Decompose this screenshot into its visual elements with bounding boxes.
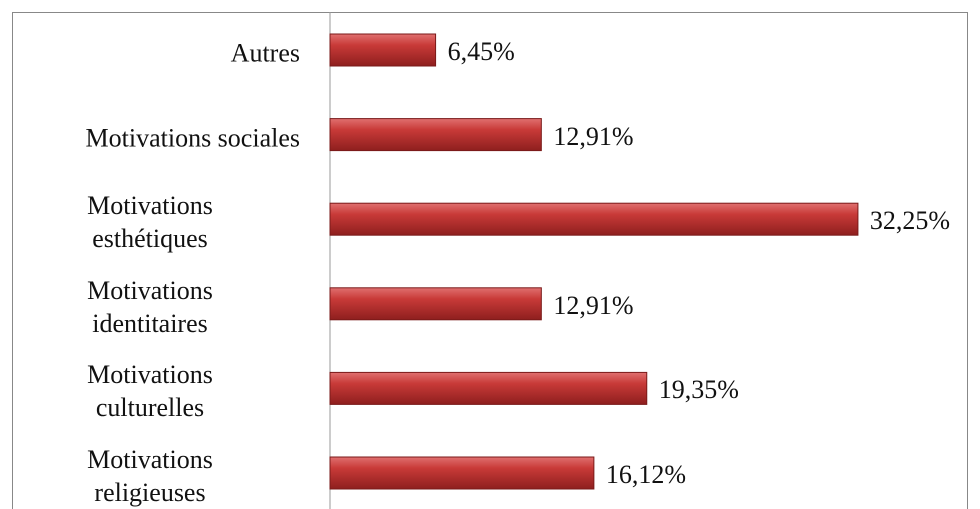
value-label: 19,35% [658,375,739,405]
value-label: 6,45% [447,37,515,66]
bar [329,118,542,152]
value-label: 16,12% [605,460,687,489]
bar [329,33,437,67]
bar [329,287,542,321]
value-label: 32,25% [869,206,951,236]
frame [12,12,968,509]
bar [329,371,648,405]
category-label: Motivations esthétiques [87,191,213,254]
category-label: Autres [230,38,300,68]
category-label: Motivations sociales [85,123,300,153]
value-label: 12,91% [553,121,634,151]
bar [329,456,595,490]
category-label: Motivations identitaires [87,275,213,338]
bar [329,202,859,236]
value-label: 12,91% [553,290,634,320]
category-label: Motivations religieuses [87,445,213,507]
category-label: Motivations culturelles [87,360,213,423]
